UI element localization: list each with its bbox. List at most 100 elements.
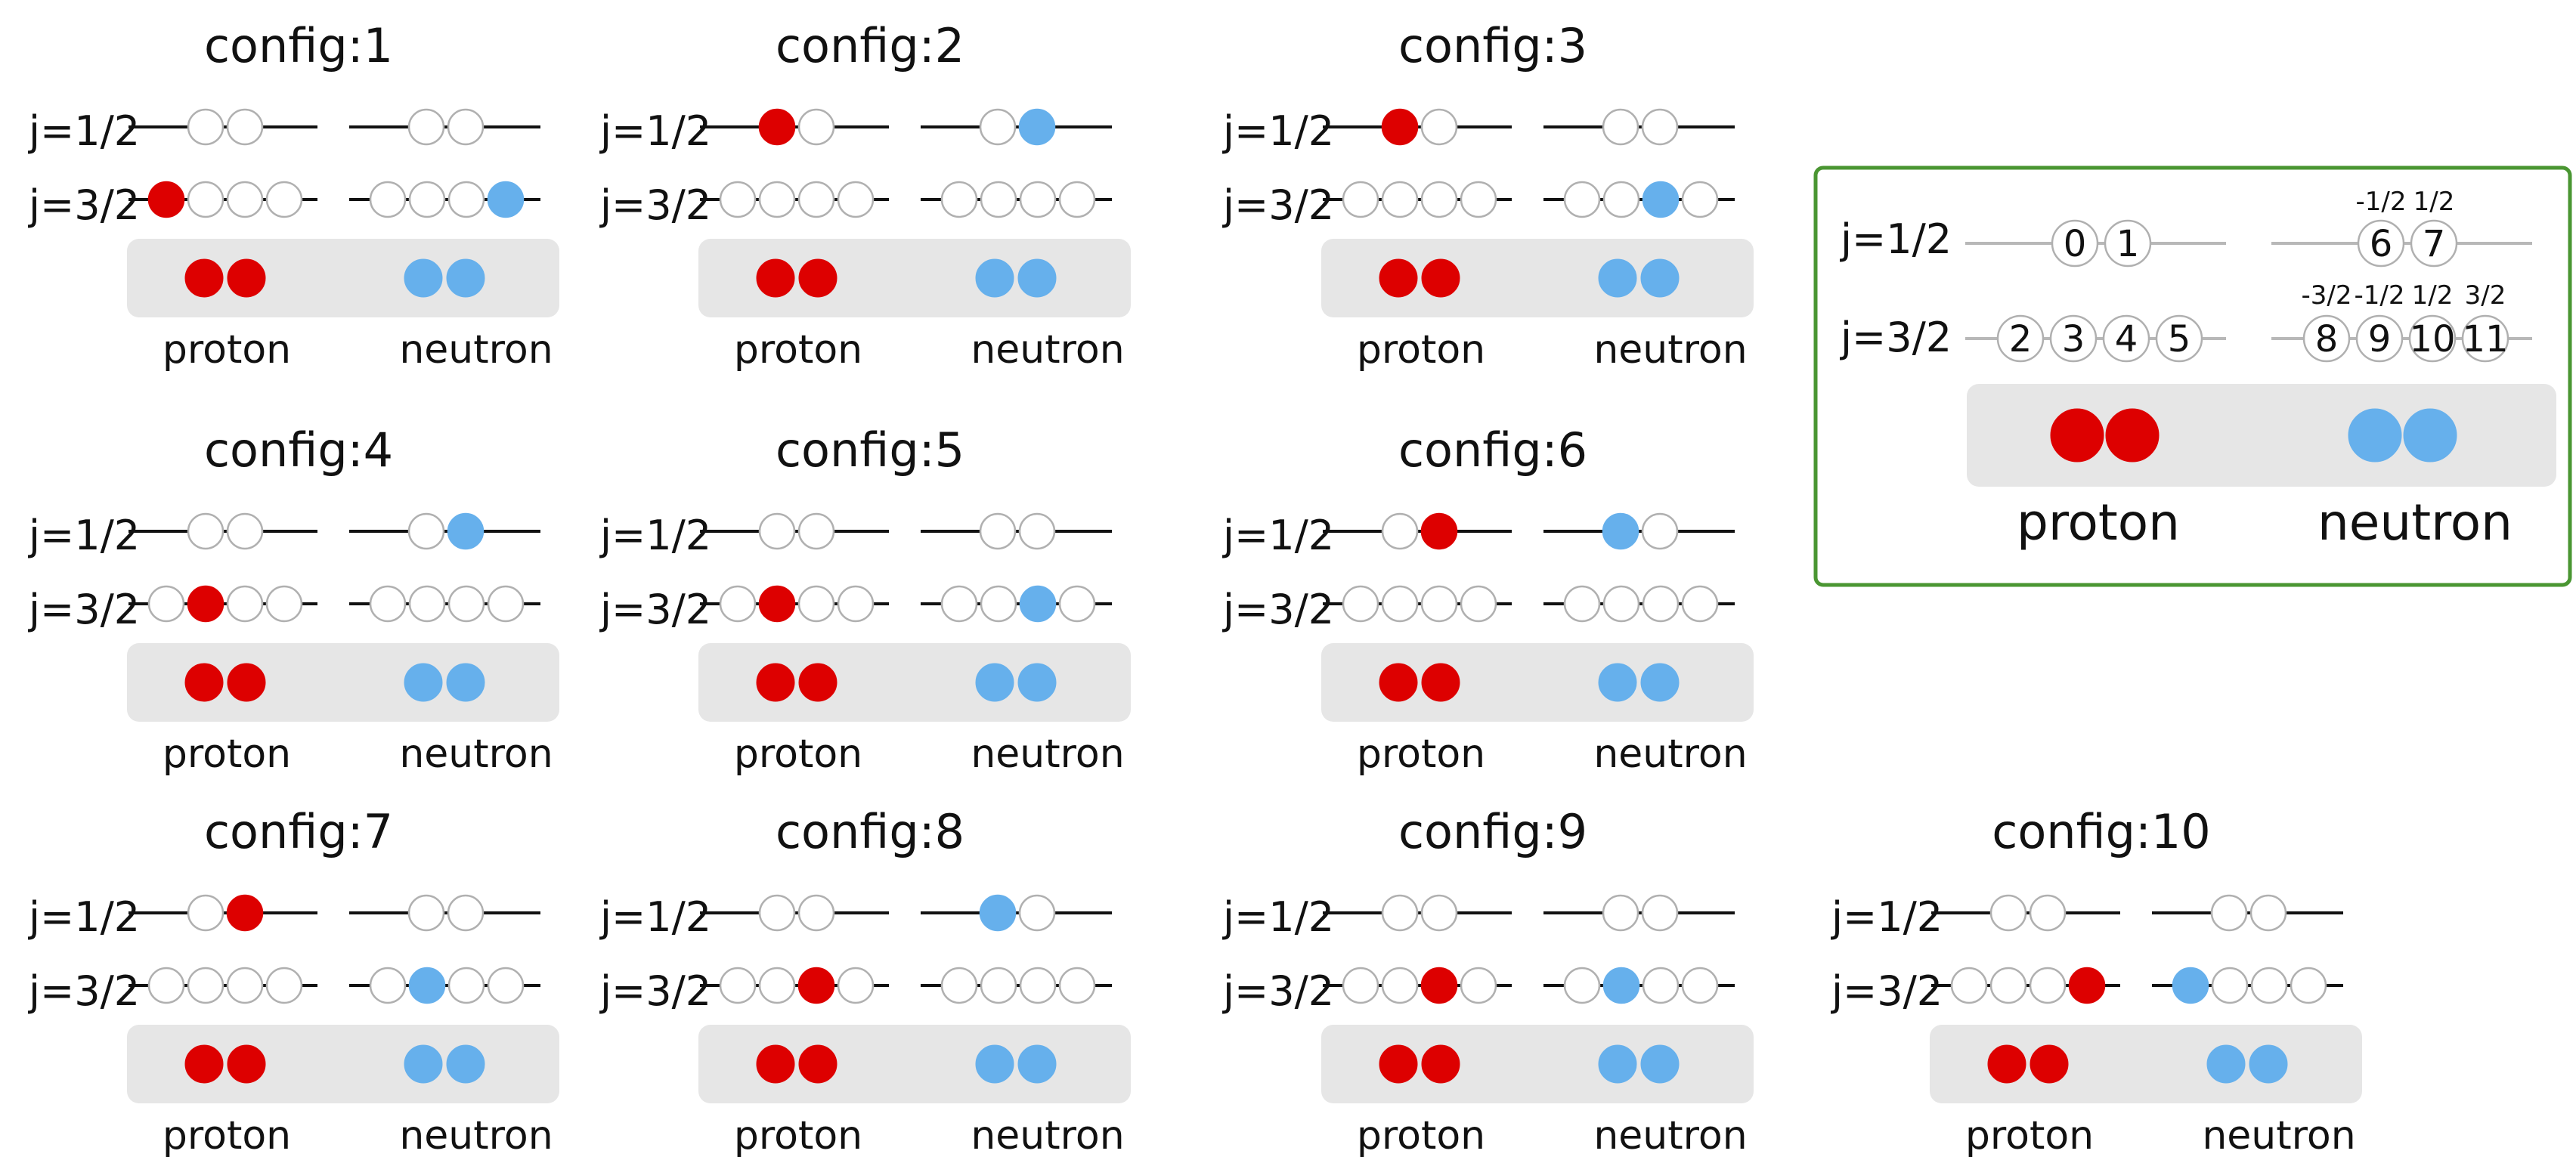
empty-state-marker [980,181,1017,218]
legend-j-half-label: j=1/2 [1840,215,1952,263]
empty-state-marker [369,967,407,1004]
j-three-half-label: j=3/2 [599,967,711,1015]
empty-state-marker [1460,967,1497,1004]
panel-background [698,1025,1131,1103]
nucleon-panel [1321,1025,1754,1103]
config-9: config:9 j=1/2 j=3/2 proton neutron [1222,804,1754,1157]
empty-state-marker [1602,894,1639,932]
empty-state-marker [226,585,264,623]
neutron-label: neutron [399,732,553,777]
panel-background [1321,1025,1754,1103]
config-title: config:7 [204,804,393,859]
config-title: config:10 [1992,804,2211,859]
neutron-j-half-orbit [1543,512,1735,550]
proton-j-three-half-orbit [128,181,317,218]
neutron-dot [2249,1044,2288,1084]
config-title: config:1 [204,18,393,73]
empty-state-marker [407,512,445,550]
empty-state-marker [2250,967,2288,1004]
proton-label: proton [734,732,862,777]
state-index-circle [1996,314,2045,363]
m-projection-label: -3/2 [2302,280,2352,311]
proton-j-three-half-orbit [1323,967,1512,1004]
occupied-state-marker [1420,967,1458,1004]
neutron-dot [975,663,1014,702]
neutron-label: neutron [2202,1113,2355,1157]
state-index-circle [2408,314,2457,363]
legend-proton-label: proton [2017,493,2180,552]
empty-state-marker [1989,894,2027,932]
proton-j-half-orbit [1323,108,1512,146]
proton-dot [1379,663,1418,702]
state-index: 4 [2115,318,2138,360]
empty-state-marker [2029,967,2067,1004]
config-1: config:1 j=1/2 j=3/2 proton neutron [28,18,559,373]
empty-state-marker [837,967,875,1004]
empty-state-marker [265,967,303,1004]
neutron-dot [2206,1044,2246,1084]
empty-state-marker [1950,967,1988,1004]
proton-dot [798,1044,838,1084]
proton-label: proton [734,1113,862,1157]
empty-state-marker [147,967,185,1004]
j-half-label: j=1/2 [1831,893,1943,941]
j-half-label: j=1/2 [28,893,140,941]
state-index: 2 [2009,318,2033,360]
empty-state-marker [1602,108,1639,146]
neutron-dot [1017,663,1057,702]
empty-state-marker [1420,894,1458,932]
j-half-label: j=1/2 [1222,512,1334,559]
proton-j-half-orbit [700,108,889,146]
empty-state-marker [1058,181,1096,218]
neutron-label: neutron [971,732,1124,777]
nucleon-panel [698,239,1131,317]
j-half-label: j=1/2 [599,107,711,155]
empty-state-marker [1460,181,1497,218]
j-three-half-label: j=3/2 [28,967,140,1015]
neutron-j-three-half-orbit [349,181,540,218]
j-three-half-label: j=3/2 [1831,967,1943,1015]
empty-state-marker [2249,894,2287,932]
occupied-state-marker [226,894,264,932]
panel-background [1930,1025,2362,1103]
m-projection-label: 1/2 [2413,187,2455,217]
proton-j-half-orbit [128,108,317,146]
j-three-half-label: j=3/2 [599,181,711,229]
empty-state-marker [1058,585,1096,623]
empty-state-marker [1381,585,1419,623]
state-index-circle [2461,314,2509,363]
empty-state-marker [187,108,224,146]
state-index-circle [2155,314,2203,363]
neutron-dot [1598,258,1637,298]
state-index-circle [2049,314,2098,363]
config-6: config:6 j=1/2 j=3/2 proton neutron [1222,422,1754,777]
panel-background [127,643,559,722]
proton-dot [184,1044,224,1084]
neutron-label: neutron [971,327,1124,373]
config-5: config:5 j=1/2 j=3/2 proton neutron [599,422,1131,777]
state-index: 8 [2315,318,2339,360]
j-half-label: j=1/2 [1222,107,1334,155]
j-three-half-label: j=3/2 [1222,586,1334,633]
empty-state-marker [837,585,875,623]
occupied-state-marker [447,512,485,550]
state-index-circle [2104,219,2152,268]
proton-dot [756,663,795,702]
proton-j-three-half-orbit [128,585,317,623]
empty-state-marker [1342,585,1379,623]
empty-state-marker [147,585,185,623]
m-projection-label: 1/2 [2412,280,2454,311]
empty-state-marker [1420,181,1458,218]
occupied-state-marker [147,181,185,218]
empty-state-marker [719,967,757,1004]
panel-background [1321,239,1754,317]
state-index: 7 [2423,223,2446,265]
empty-state-marker [265,585,303,623]
neutron-dot [404,663,443,702]
proton-dot [1421,258,1460,298]
occupied-state-marker [408,967,446,1004]
state-index: 5 [2168,318,2191,360]
neutron-label: neutron [971,1113,1124,1157]
empty-state-marker [1018,512,1056,550]
